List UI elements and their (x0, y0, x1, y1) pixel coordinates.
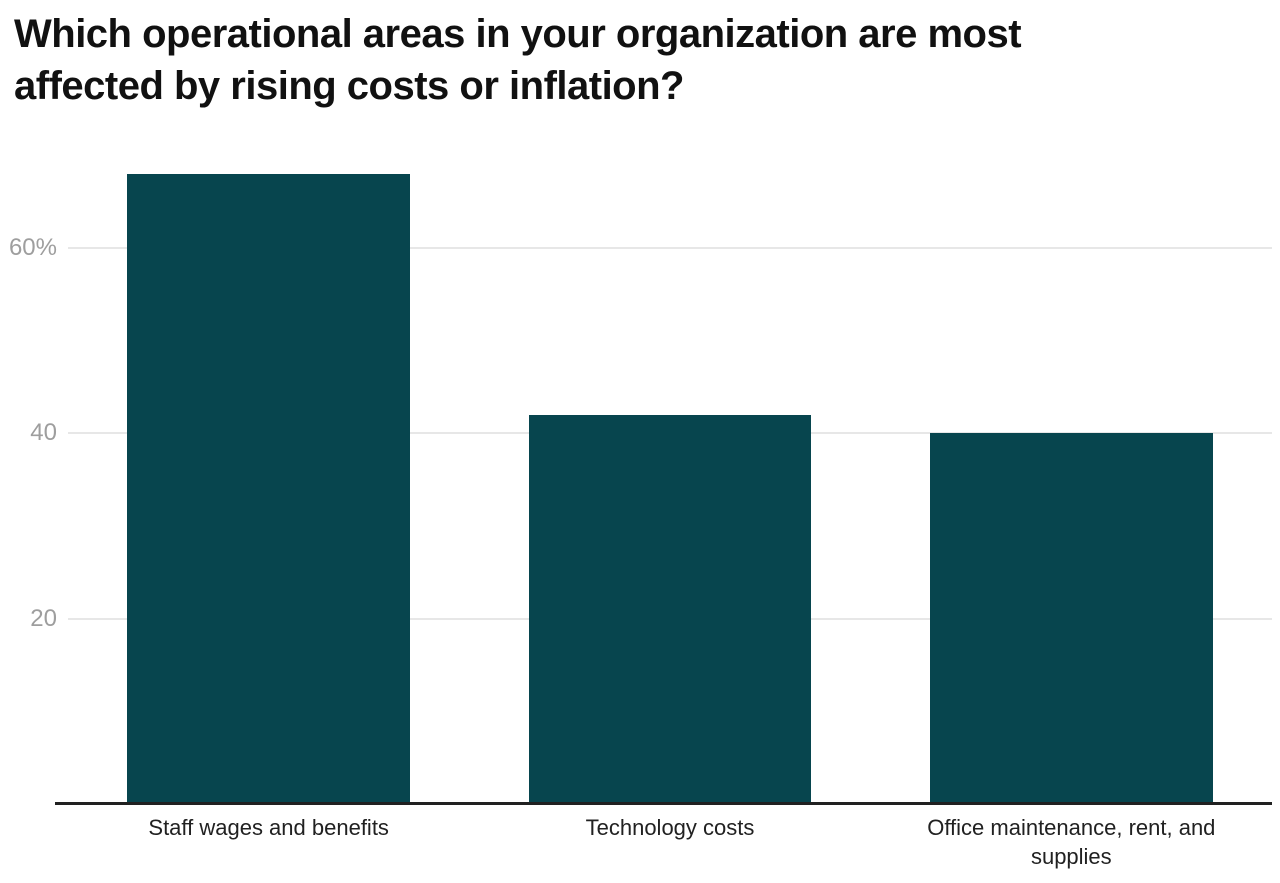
x-axis-label-1: Staff wages and benefits (148, 815, 389, 840)
bar-2 (528, 414, 812, 804)
y-tick-label-40: 40 (30, 419, 57, 447)
y-axis: 20 40 60% (0, 155, 57, 804)
chart-title: Which operational areas in your organiza… (14, 12, 1022, 108)
x-axis-label-3: Office maintenance, rent, and supplies (927, 815, 1216, 869)
bar-1 (127, 173, 411, 804)
bar-band (68, 155, 469, 804)
plot-area (55, 155, 1272, 805)
bar-band (871, 155, 1272, 804)
x-axis-line (55, 802, 1272, 805)
x-axis-labels: Staff wages and benefits Technology costs… (68, 813, 1272, 871)
x-axis-label-2: Technology costs (585, 815, 755, 840)
bar-3 (929, 433, 1213, 804)
bar-band (469, 155, 870, 804)
gridline-60 (68, 246, 1272, 249)
y-tick-label-20: 20 (30, 604, 57, 632)
y-tick-label-60: 60% (8, 233, 57, 261)
